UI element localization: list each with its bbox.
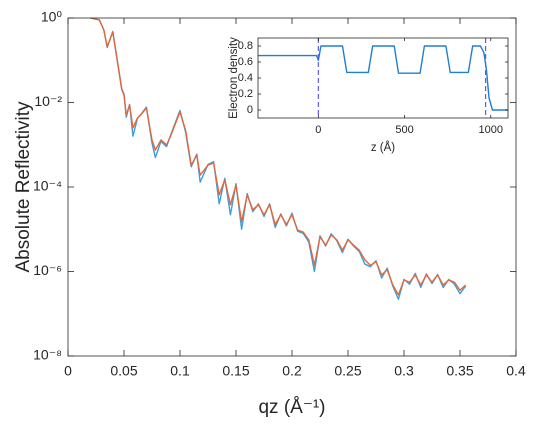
y-tick-label: 0.6: [238, 56, 253, 68]
y-tick-label: 10⁻²: [34, 93, 62, 109]
y-tick-label: 0.8: [238, 40, 253, 52]
x-tick-label: 0.1: [170, 363, 190, 379]
x-axis-label: qz (Å⁻¹): [258, 397, 325, 418]
y-tick-label: 10⁻⁶: [33, 262, 62, 278]
inset-background: [258, 38, 508, 118]
y-axis-label: Absolute Reflectivity: [13, 101, 34, 273]
x-tick-label: 0.35: [446, 363, 473, 379]
y-tick-label: 0.2: [238, 88, 253, 100]
x-tick-label: 0.3: [394, 363, 414, 379]
x-tick-label: 0.2: [282, 363, 302, 379]
x-tick-label: 0.15: [222, 363, 249, 379]
y-axis-label: Electron density: [228, 37, 240, 119]
x-tick-label: 0.05: [110, 363, 137, 379]
x-tick-label: 0: [315, 124, 321, 136]
series-line: [258, 45, 508, 111]
y-tick-label: 0.4: [238, 72, 253, 84]
x-tick-label: 0.4: [506, 363, 526, 379]
x-tick-label: 1000: [479, 124, 503, 136]
x-tick-label: 0.25: [334, 363, 361, 379]
y-tick-label: 10⁻⁸: [33, 347, 62, 363]
y-tick-label: 0: [247, 104, 253, 116]
series-line: [90, 17, 467, 296]
y-tick-label: 10⁰: [41, 9, 63, 25]
x-tick-label: 500: [395, 124, 413, 136]
x-axis-label: z (Å): [371, 141, 395, 154]
y-tick-label: 10⁻⁴: [33, 178, 62, 194]
x-tick-label: 0: [64, 363, 72, 379]
